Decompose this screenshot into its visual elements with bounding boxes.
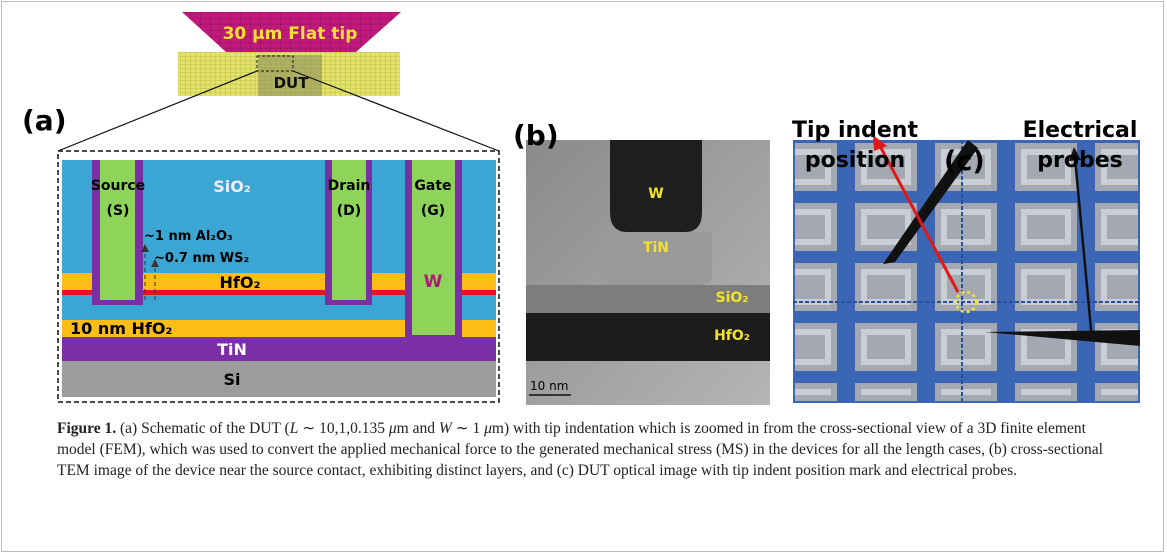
hfo2-label: HfO₂ (220, 273, 261, 292)
pad (1107, 275, 1138, 299)
caption-text: ∼ 1 (452, 420, 484, 437)
drain-label: Drain (328, 178, 371, 194)
pad (1021, 389, 1071, 395)
pad (867, 335, 905, 359)
ws2-label: ~0.7 nm WS₂ (154, 251, 249, 266)
sio2-label: SiO₂ (213, 177, 251, 196)
figure: (a) 30 µm Flat tip DUT Source (S) SiO₂ D… (0, 0, 1167, 415)
pad (867, 215, 905, 239)
dut-label: DUT (274, 74, 310, 92)
pad (795, 215, 825, 239)
source-label: Source (91, 178, 145, 194)
caption-text: μ (389, 420, 397, 437)
pad (861, 389, 911, 395)
tin-layer (62, 337, 496, 361)
caption-text: (a) Schematic of the DUT ( (116, 420, 290, 437)
gate-label: (G) (421, 203, 445, 219)
callout: position (805, 148, 905, 173)
pad (947, 275, 985, 299)
callout: probes (1037, 148, 1122, 173)
callout: Tip indent (792, 118, 918, 143)
tem-w-label: W (648, 186, 663, 202)
pad (867, 275, 905, 299)
source-label: (S) (107, 203, 130, 219)
callout: Electrical (1023, 118, 1138, 143)
tem-sio2-label: SiO₂ (716, 290, 749, 306)
tem-hfo2-label: HfO₂ (714, 328, 750, 344)
caption-text: μ (484, 420, 492, 437)
si-layer (62, 361, 496, 397)
w-label: W (424, 272, 443, 292)
tin-label: TiN (217, 340, 247, 359)
pad (947, 335, 985, 359)
hfo2-10nm-label: 10 nm HfO₂ (70, 319, 172, 338)
drain-label: (D) (337, 203, 361, 219)
panel-label: (c) (944, 146, 985, 177)
al2o3-label: ~1 nm Al₂O₃ (144, 229, 233, 244)
pad (795, 389, 831, 395)
pad (795, 275, 825, 299)
scale-label: 10 nm (530, 379, 568, 393)
pad (1101, 389, 1138, 395)
pad (941, 389, 991, 395)
si-label: Si (223, 370, 240, 389)
pad (1027, 215, 1065, 239)
caption: Figure 1. (a) Schematic of the DUT (L ∼ … (57, 418, 1127, 481)
panel-label: (b) (513, 119, 559, 152)
caption-text: W (439, 420, 452, 437)
tem-tin-label: TiN (643, 240, 669, 256)
pad (795, 335, 825, 359)
caption-text: ∼ 10,1,0.135 (298, 420, 389, 437)
panel-label: (a) (22, 104, 67, 137)
gate-label: Gate (414, 178, 451, 194)
caption-label: Figure 1. (57, 420, 116, 437)
tip-label: 30 µm Flat tip (223, 24, 358, 44)
pad (1027, 275, 1065, 299)
pad (947, 215, 985, 239)
caption-text: m and (397, 420, 439, 437)
pad (1107, 215, 1138, 239)
